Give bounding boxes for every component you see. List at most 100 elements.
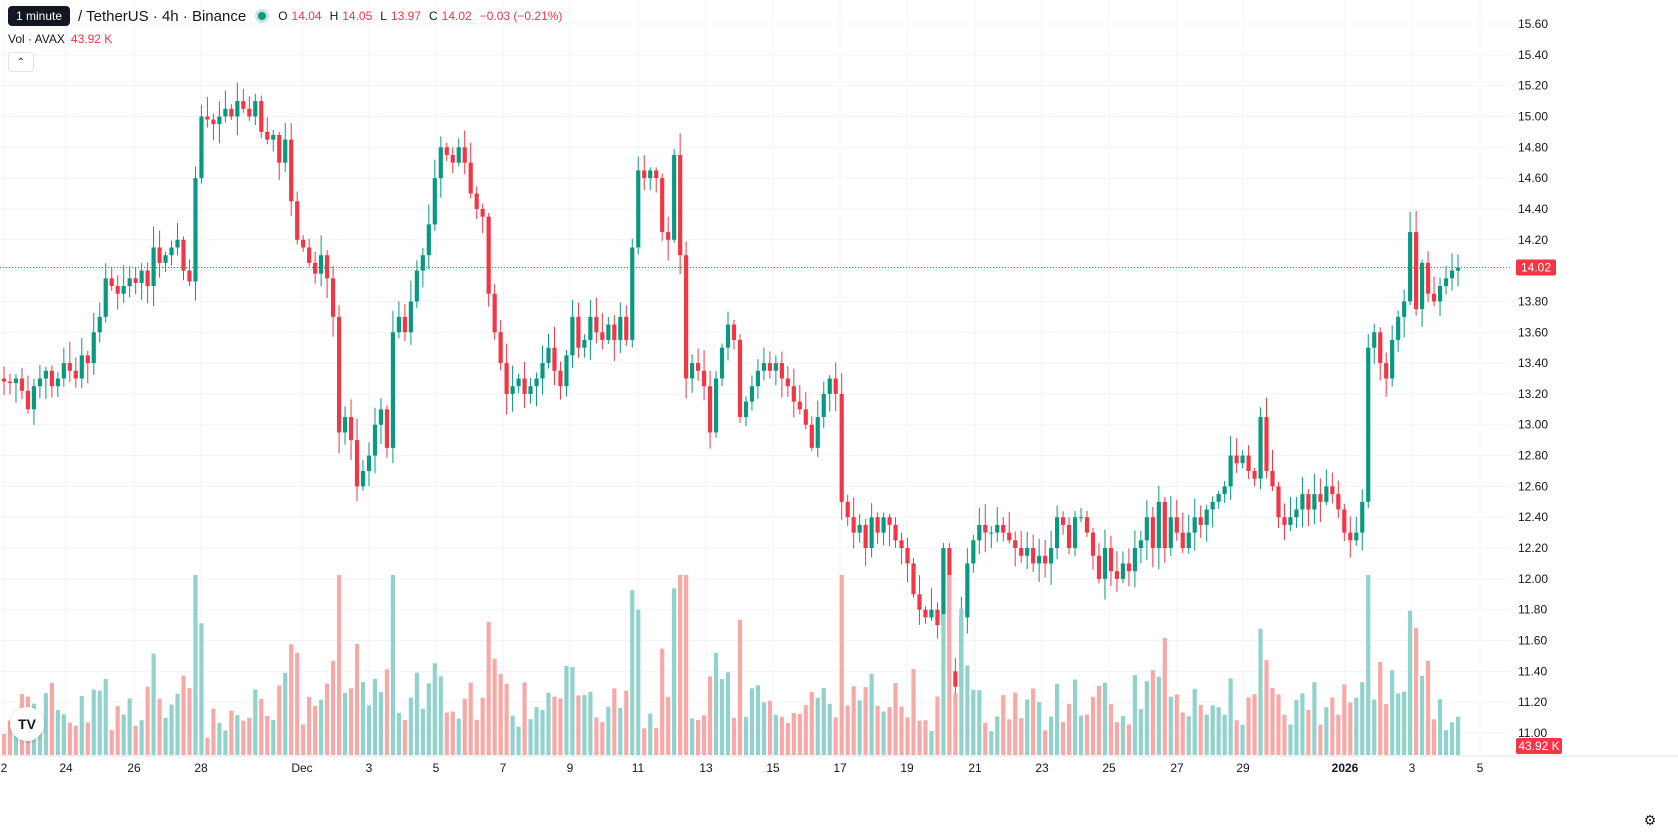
volume-bar bbox=[67, 722, 72, 755]
candle-body bbox=[845, 501, 850, 518]
volume-bar bbox=[313, 706, 318, 755]
gear-icon[interactable]: ⚙ bbox=[1643, 811, 1657, 828]
volume-bar bbox=[307, 696, 312, 755]
candle-body bbox=[1390, 339, 1395, 379]
candle-body bbox=[157, 247, 162, 263]
candle-body bbox=[618, 316, 623, 340]
candle-body bbox=[139, 270, 144, 283]
volume-bar bbox=[1150, 669, 1155, 755]
candle-body bbox=[821, 393, 826, 418]
volume-bar bbox=[803, 705, 808, 755]
candle-body bbox=[7, 381, 13, 384]
volume-bar bbox=[863, 687, 868, 755]
candle-body bbox=[803, 409, 808, 425]
candle-body bbox=[211, 119, 216, 125]
price-tick-label: 12.80 bbox=[1518, 449, 1548, 463]
candle-body bbox=[199, 116, 204, 179]
volume-bar bbox=[247, 717, 252, 755]
volume-bar bbox=[432, 663, 437, 755]
volume-bar bbox=[7, 720, 13, 755]
candle-body bbox=[899, 540, 904, 549]
volume-legend[interactable]: Vol · AVAX 43.92 K bbox=[8, 32, 112, 46]
volume-bar bbox=[971, 689, 976, 755]
volume-bar bbox=[426, 683, 431, 755]
volume-bar bbox=[492, 658, 497, 755]
volume-bar bbox=[528, 719, 533, 755]
candle-body bbox=[678, 155, 683, 256]
candle-body bbox=[163, 255, 168, 263]
candle-body bbox=[486, 216, 491, 294]
candle-body bbox=[1007, 532, 1012, 541]
volume-bar bbox=[1192, 688, 1197, 755]
volume-bar bbox=[989, 731, 994, 755]
candle-body bbox=[648, 170, 653, 179]
volume-bar bbox=[354, 643, 360, 755]
volume-bar bbox=[1013, 692, 1018, 755]
candle-body bbox=[253, 101, 258, 117]
tradingview-logo-icon[interactable]: TV bbox=[10, 707, 44, 741]
candle-body bbox=[1198, 517, 1203, 525]
volume-bar bbox=[1318, 724, 1323, 755]
candle-body bbox=[1019, 548, 1024, 556]
candle-body bbox=[731, 324, 737, 340]
candle-body bbox=[1342, 509, 1347, 533]
time-tick-label: 21 bbox=[968, 761, 982, 775]
volume-bar bbox=[564, 665, 569, 755]
volume-bar bbox=[737, 619, 743, 755]
candle-body bbox=[1001, 524, 1006, 533]
volume-bar bbox=[366, 705, 372, 755]
volume-bar bbox=[396, 712, 402, 755]
candle-body bbox=[25, 390, 31, 410]
candle-body bbox=[1264, 417, 1269, 471]
candle-body bbox=[1192, 517, 1197, 533]
candle-body bbox=[241, 101, 246, 109]
candle-body bbox=[1222, 486, 1227, 495]
candle-body bbox=[145, 270, 150, 287]
volume-bar bbox=[55, 709, 60, 755]
candle-body bbox=[1240, 455, 1245, 464]
volume-bar bbox=[707, 676, 713, 755]
volume-bar bbox=[815, 697, 820, 755]
volume-bar bbox=[1001, 695, 1006, 755]
candle-body bbox=[354, 440, 360, 487]
candle-body bbox=[636, 170, 641, 248]
candle-body bbox=[301, 239, 306, 248]
candle-body bbox=[1431, 293, 1437, 302]
high-value: 14.05 bbox=[342, 9, 373, 23]
volume-bar bbox=[1060, 721, 1066, 755]
candle-body bbox=[779, 363, 784, 379]
candle-body bbox=[863, 524, 868, 549]
volume-bar bbox=[1312, 682, 1317, 755]
price-tick-label: 13.40 bbox=[1518, 356, 1548, 370]
candle-body bbox=[325, 255, 330, 279]
ohlc-values: O 14.04 H 14.05 L 13.97 C 14.02 −0.03 (−0.21… bbox=[278, 9, 566, 23]
candle-body bbox=[247, 108, 252, 117]
candle-body bbox=[19, 378, 25, 391]
volume-bar bbox=[1360, 682, 1365, 755]
volume-bar bbox=[97, 690, 102, 755]
high-key: H bbox=[329, 9, 339, 23]
candle-body bbox=[576, 316, 581, 348]
candle-body bbox=[695, 363, 701, 371]
volume-bar bbox=[1414, 628, 1419, 755]
volume-bar bbox=[1258, 628, 1263, 755]
volume-bar bbox=[1348, 702, 1353, 755]
volume-bar bbox=[983, 722, 988, 755]
candle-body bbox=[690, 363, 695, 379]
volume-bar bbox=[277, 685, 282, 755]
candle-body bbox=[600, 332, 605, 340]
collapse-legend-button[interactable]: ⌃ bbox=[8, 52, 34, 72]
candle-body bbox=[881, 517, 886, 533]
candle-body bbox=[1216, 494, 1221, 502]
time-tick-label: 3 bbox=[366, 761, 373, 775]
volume-bar bbox=[588, 692, 593, 755]
symbol-title[interactable]: / TetherUS · 4h · Binance bbox=[78, 7, 247, 25]
price-tick-label: 12.00 bbox=[1518, 572, 1548, 586]
candle-body bbox=[277, 134, 282, 163]
candle-body bbox=[271, 134, 276, 140]
volume-bar bbox=[85, 722, 90, 755]
candle-body bbox=[43, 370, 48, 379]
volume-bar bbox=[899, 706, 904, 755]
